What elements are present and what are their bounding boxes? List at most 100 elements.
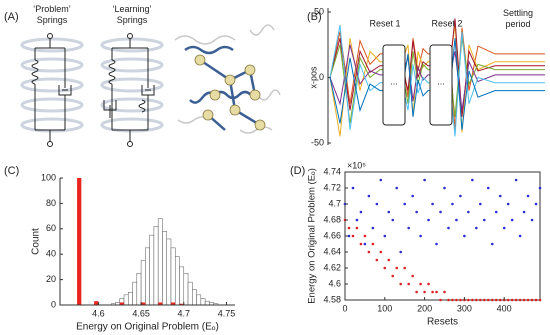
diagram-label: ‘Learning’ Springs bbox=[112, 4, 152, 25]
histogram-bar bbox=[174, 256, 180, 306]
panel-label: (C) bbox=[4, 165, 20, 177]
scatter-point bbox=[459, 298, 462, 302]
histogram-bar bbox=[166, 238, 172, 306]
y-axis-label: Count bbox=[31, 228, 42, 255]
y-tick-label: 0 bbox=[51, 299, 56, 309]
x-tick-label: 4.65 bbox=[132, 308, 150, 318]
scatter-point bbox=[530, 298, 534, 302]
scatter-point bbox=[367, 194, 371, 198]
scatter-point bbox=[367, 250, 371, 254]
histogram-bar bbox=[77, 178, 82, 305]
scatter-point bbox=[435, 290, 438, 294]
scatter-point bbox=[395, 266, 399, 270]
scatter-point bbox=[514, 178, 518, 182]
y-tick-label: 4.7 bbox=[328, 198, 341, 208]
y-multiplier: ×10⁵ bbox=[347, 160, 366, 170]
panel-label: (A) bbox=[4, 11, 19, 23]
scatter-point bbox=[415, 210, 418, 214]
scatter-point bbox=[486, 186, 490, 190]
scatter-point bbox=[347, 226, 351, 230]
scatter-point bbox=[514, 298, 518, 302]
scatter-point bbox=[534, 298, 538, 302]
scatter-point bbox=[423, 178, 426, 182]
annotation: ... bbox=[390, 76, 398, 86]
histogram-bar bbox=[123, 294, 129, 306]
scatter-point bbox=[371, 242, 375, 246]
axes-frame bbox=[344, 171, 541, 301]
scatter-point bbox=[371, 226, 375, 230]
scatter-point bbox=[427, 282, 430, 286]
scatter-point bbox=[439, 210, 442, 214]
y-tick-label: -50 bbox=[311, 137, 324, 147]
scatter-point bbox=[427, 218, 430, 222]
y-tick-label: 50 bbox=[314, 6, 324, 16]
series-line bbox=[329, 25, 545, 137]
scatter-point bbox=[443, 290, 446, 294]
y-tick-label: 100 bbox=[41, 172, 56, 182]
reset-box bbox=[382, 44, 406, 126]
series-line bbox=[329, 25, 545, 137]
scatter-point bbox=[479, 202, 482, 206]
series-line bbox=[329, 44, 545, 111]
scatter-point bbox=[375, 258, 379, 262]
scatter-point bbox=[411, 194, 414, 198]
scatter-point bbox=[482, 218, 486, 222]
scatter-point bbox=[431, 202, 434, 206]
scatter-point bbox=[490, 242, 494, 246]
scatter-point bbox=[375, 202, 379, 206]
histogram-bar bbox=[119, 302, 125, 305]
scatter-point bbox=[467, 298, 470, 302]
histogram-bar bbox=[136, 273, 142, 306]
scatter-point bbox=[431, 290, 434, 294]
annotation: Settling period bbox=[502, 8, 534, 29]
scatter-point bbox=[526, 194, 530, 198]
scatter-point bbox=[486, 298, 490, 302]
histogram-bar bbox=[179, 266, 185, 306]
y-tick-label: 4.6 bbox=[328, 278, 341, 288]
scatter-point bbox=[498, 298, 502, 302]
scatter-point bbox=[351, 234, 355, 238]
scatter-point bbox=[463, 234, 466, 238]
histogram-bar bbox=[162, 231, 167, 306]
scatter-point bbox=[391, 218, 395, 222]
scatter-point bbox=[518, 234, 522, 238]
y-tick-label: 20 bbox=[46, 274, 56, 284]
series-line bbox=[329, 18, 545, 117]
scatter-point bbox=[471, 178, 474, 182]
scatter-point bbox=[423, 290, 426, 294]
scatter-point bbox=[522, 298, 526, 302]
histogram-bar bbox=[153, 226, 159, 306]
spring-diagram bbox=[20, 24, 281, 147]
y-tick-label: 0 bbox=[319, 72, 324, 82]
histogram-bar bbox=[141, 302, 146, 305]
histogram-bar bbox=[145, 247, 150, 306]
scatter-point bbox=[419, 282, 422, 286]
annotation: Reset 2 bbox=[431, 18, 462, 28]
scatter-point bbox=[490, 298, 494, 302]
scatter-point bbox=[479, 298, 482, 302]
x-tick-label: 300 bbox=[457, 303, 472, 313]
scatter-point bbox=[475, 226, 478, 230]
x-axis-label: Resets bbox=[427, 317, 458, 328]
histogram-bar bbox=[132, 281, 138, 306]
annotation: ... bbox=[437, 76, 445, 86]
histogram-bar bbox=[128, 292, 133, 306]
scatter-point bbox=[534, 202, 538, 206]
y-tick-label: 4.68 bbox=[323, 214, 341, 224]
scatter-point bbox=[403, 202, 406, 206]
histogram-bar bbox=[196, 294, 202, 306]
scatter-point bbox=[538, 298, 542, 302]
panel-label: (D) bbox=[290, 165, 306, 177]
scatter-point bbox=[447, 298, 450, 302]
x-tick-label: 4.75 bbox=[218, 308, 236, 318]
scatter-point bbox=[379, 250, 383, 254]
panel-label: (B) bbox=[307, 11, 322, 23]
scatter-point bbox=[498, 194, 502, 198]
x-tick-label: 100 bbox=[377, 303, 392, 313]
scatter-point bbox=[506, 298, 510, 302]
scatter-point bbox=[530, 218, 534, 222]
scatter-point bbox=[363, 242, 367, 246]
scatter-point bbox=[447, 226, 450, 230]
scatter-point bbox=[399, 250, 403, 254]
